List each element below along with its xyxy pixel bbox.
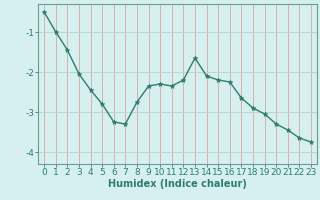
X-axis label: Humidex (Indice chaleur): Humidex (Indice chaleur) — [108, 179, 247, 189]
